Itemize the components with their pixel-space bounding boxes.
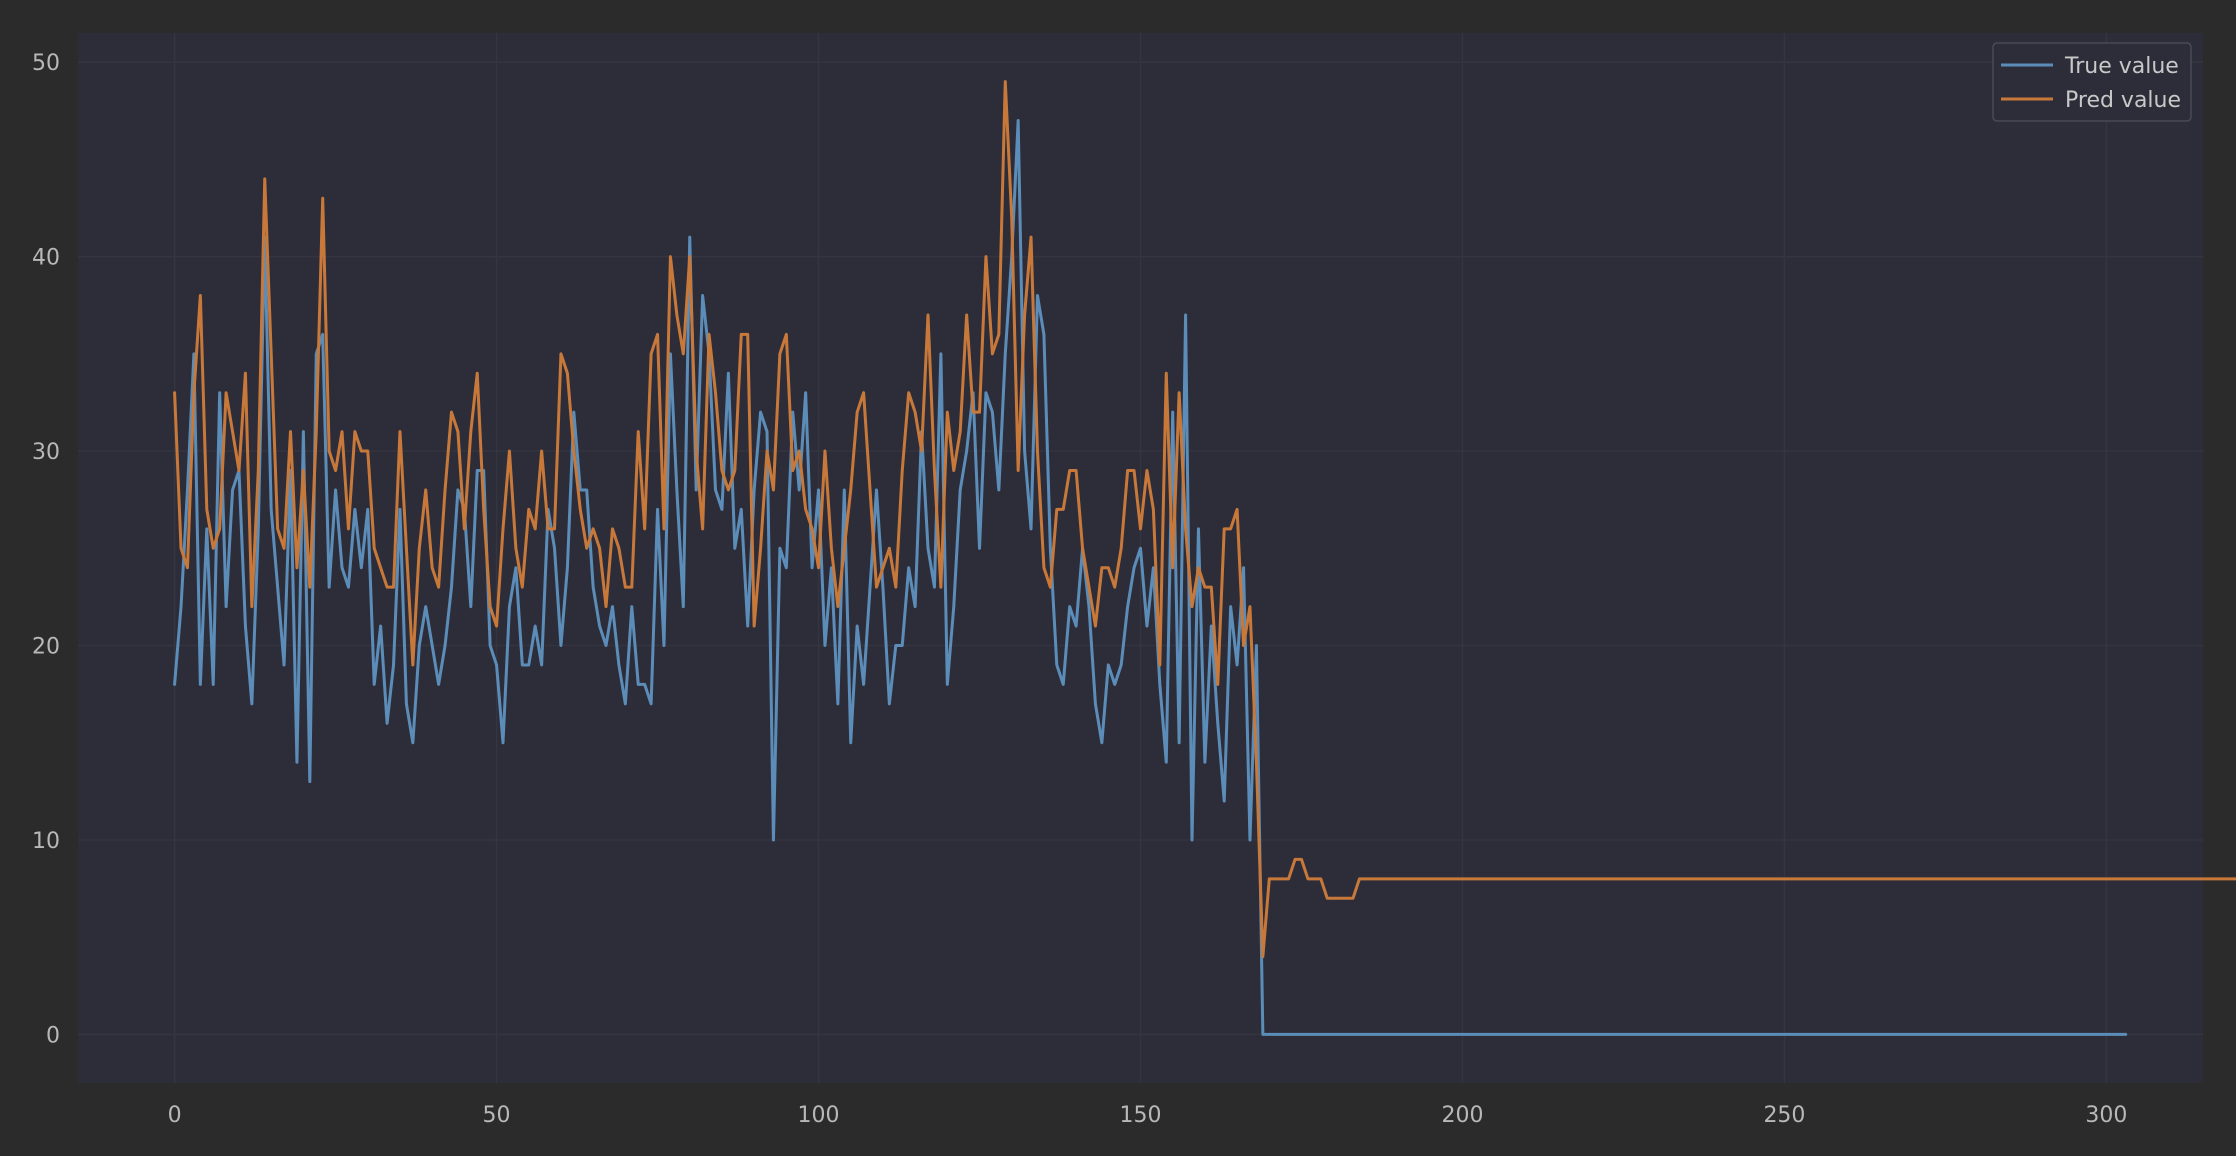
x-tick-label: 300 <box>2085 1103 2127 1128</box>
y-tick-label: 10 <box>32 829 60 854</box>
legend-entries: True value Pred value <box>2001 54 2181 113</box>
legend-label: Pred value <box>2065 88 2181 113</box>
series-lines <box>173 80 2236 1036</box>
legend-label: True value <box>2064 54 2179 79</box>
series-line-pred-value <box>173 80 2236 959</box>
legend-box <box>1992 42 2192 122</box>
x-axis-ticks: 0 50 100 150 200 250 300 <box>168 1103 2128 1128</box>
y-tick-label: 50 <box>32 51 60 76</box>
x-tick-label: 150 <box>1120 1103 1162 1128</box>
legend-entry: Pred value <box>2001 88 2181 113</box>
legend: True value Pred value <box>1992 42 2192 122</box>
x-tick-label: 200 <box>1441 1103 1483 1128</box>
legend-entry: True value <box>2001 54 2179 79</box>
x-tick-label: 100 <box>798 1103 840 1128</box>
y-axis-ticks: 0 10 20 30 40 50 <box>32 51 60 1048</box>
y-tick-label: 30 <box>32 440 60 465</box>
x-tick-label: 0 <box>168 1103 182 1128</box>
series-line-true-value <box>173 119 2128 1036</box>
x-tick-label: 50 <box>483 1103 511 1128</box>
y-tick-label: 20 <box>32 635 60 660</box>
y-tick-label: 0 <box>46 1023 60 1048</box>
y-tick-label: 40 <box>32 246 60 271</box>
x-tick-label: 250 <box>1763 1103 1805 1128</box>
